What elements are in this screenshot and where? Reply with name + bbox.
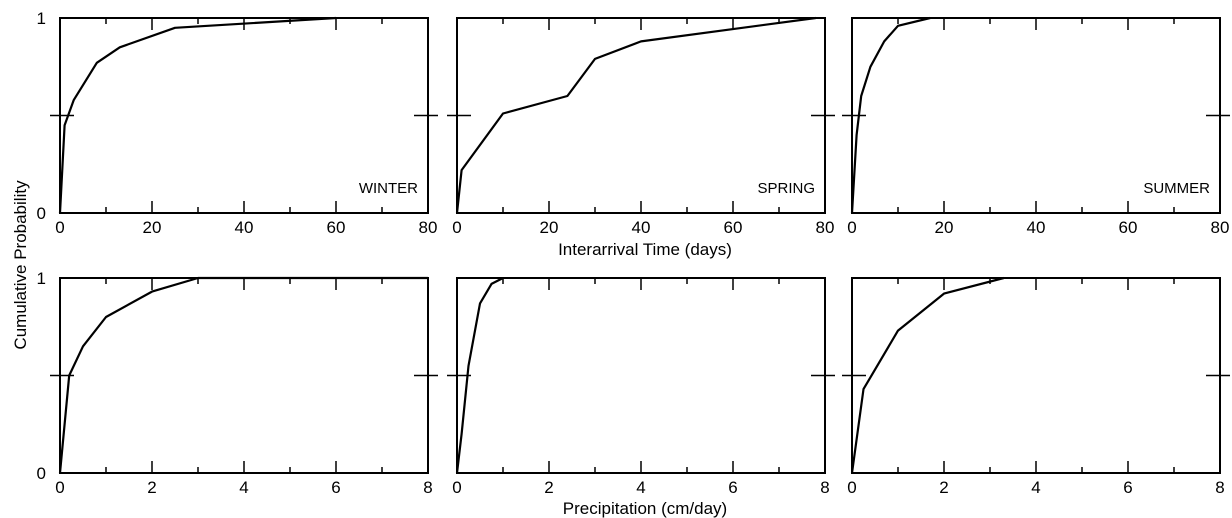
- x-tick-label: 60: [1119, 218, 1138, 237]
- x-tick-label: 80: [419, 218, 438, 237]
- x-tick-label: 60: [724, 218, 743, 237]
- x-tick-label: 0: [847, 478, 856, 497]
- x-tick-label: 60: [327, 218, 346, 237]
- cdf-curve: [850, 16, 931, 214]
- x-tick-label: 6: [728, 478, 737, 497]
- y-axis-label: Cumulative Probability: [11, 180, 30, 350]
- x-tick-label: 20: [935, 218, 954, 237]
- plot-frame: [456, 277, 826, 474]
- cdf-curve: [455, 16, 816, 214]
- x-tick-label: 0: [452, 218, 461, 237]
- x-tick-label: 8: [820, 478, 829, 497]
- y-tick-label: 0: [37, 204, 46, 223]
- x-tick-label: 8: [423, 478, 432, 497]
- x-tick-label: 4: [239, 478, 248, 497]
- x-tick-label: 4: [1031, 478, 1040, 497]
- y-tick-label: 1: [37, 9, 46, 28]
- x-tick-label: 0: [847, 218, 856, 237]
- x-tick-label: 6: [1123, 478, 1132, 497]
- x-tick-label: 0: [55, 218, 64, 237]
- x-tick-label: 4: [636, 478, 645, 497]
- y-tick-label: 1: [37, 269, 46, 288]
- plot-frame: [851, 277, 1221, 474]
- bottom-x-axis-label: Precipitation (cm/day): [563, 499, 727, 518]
- x-tick-label: 40: [632, 218, 651, 237]
- cdf-curve: [58, 16, 337, 214]
- plot-frame: [59, 277, 429, 474]
- x-tick-label: 20: [540, 218, 559, 237]
- cdf-curve: [850, 276, 1005, 474]
- x-tick-label: 20: [143, 218, 162, 237]
- x-tick-label: 40: [1027, 218, 1046, 237]
- cdf-curve: [455, 277, 504, 474]
- cdf-curve: [58, 276, 428, 474]
- x-tick-label: 2: [147, 478, 156, 497]
- x-tick-label: 80: [1211, 218, 1230, 237]
- chart-panel-1-2: 0 2 4 6 8: [842, 276, 1230, 497]
- x-tick-label: 6: [331, 478, 340, 497]
- x-tick-label: 0: [55, 478, 64, 497]
- season-label: WINTER: [359, 180, 418, 197]
- chart-panel-0-2: 0 20 40 60 80 SUMMER: [842, 16, 1230, 237]
- y-tick-label: 0: [37, 464, 46, 483]
- top-x-axis-label: Interarrival Time (days): [558, 240, 732, 259]
- x-tick-label: 8: [1215, 478, 1224, 497]
- season-label: SPRING: [757, 180, 815, 197]
- chart-panel-0-1: 0 20 40 60 80 SPRING: [447, 16, 835, 237]
- x-tick-label: 80: [816, 218, 835, 237]
- x-tick-label: 2: [544, 478, 553, 497]
- chart-panel-1-0: 0 2 4 6 8 0 1: [37, 269, 438, 497]
- x-tick-label: 0: [452, 478, 461, 497]
- x-tick-label: 2: [939, 478, 948, 497]
- chart-panel-0-0: 0 20 40 60 80 0 1 WINTER: [37, 9, 438, 237]
- season-label: SUMMER: [1143, 180, 1210, 197]
- x-tick-label: 40: [235, 218, 254, 237]
- chart-panel-1-1: 0 2 4 6 8: [447, 277, 835, 497]
